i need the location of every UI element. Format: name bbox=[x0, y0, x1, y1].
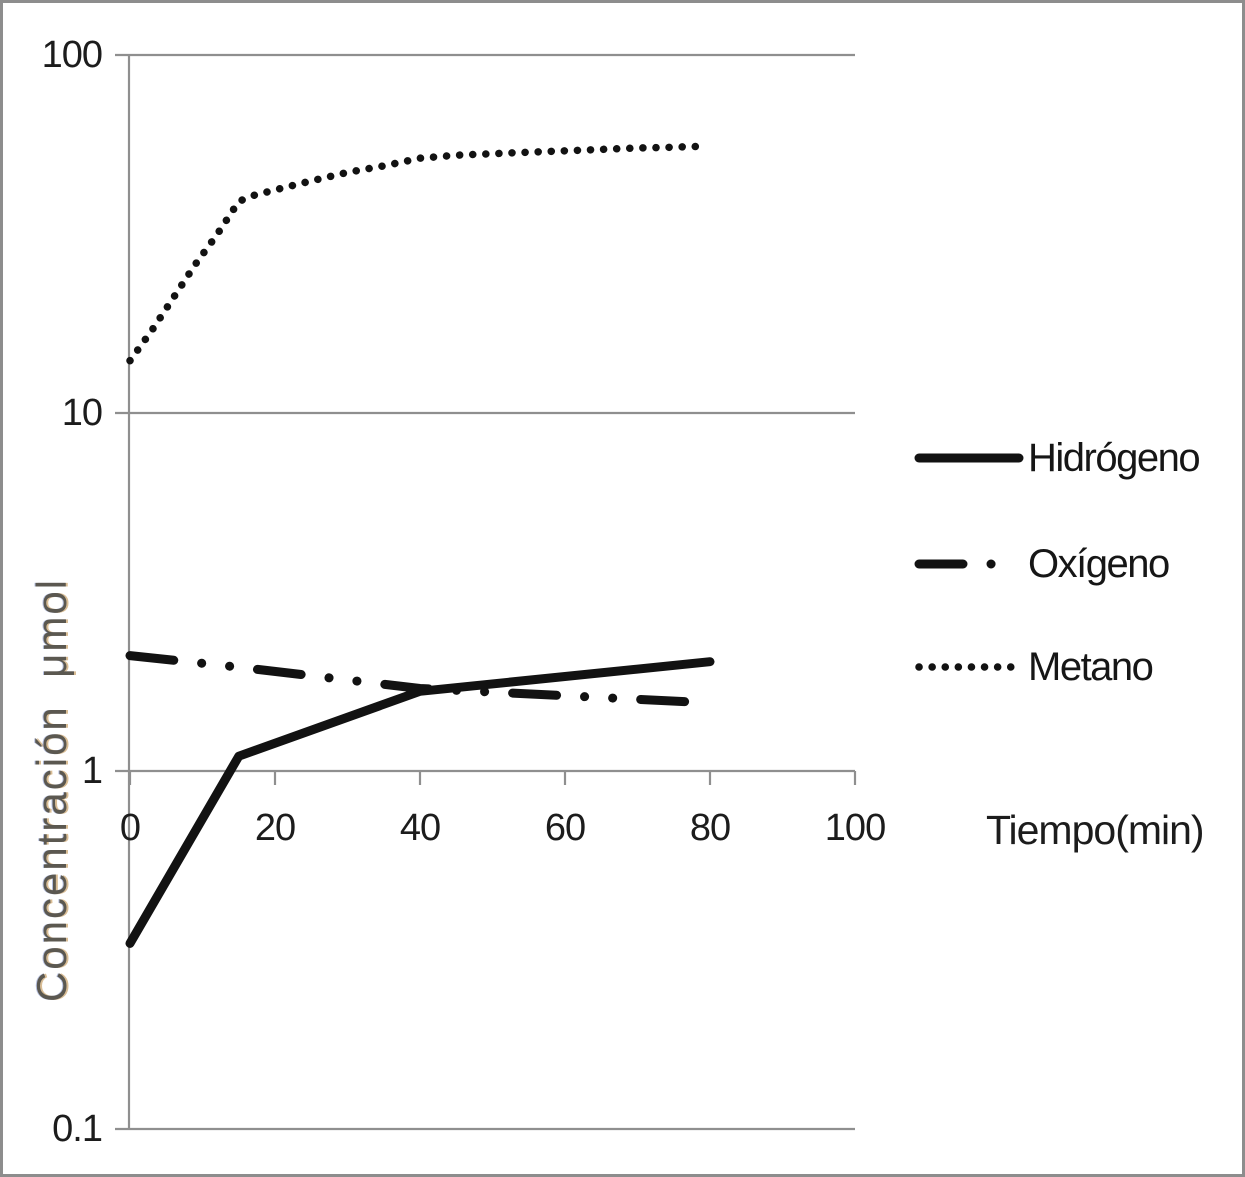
y-tick-label-1: 1 bbox=[81, 750, 103, 792]
x-tick-label-100: 100 bbox=[824, 807, 886, 849]
legend-label-metano: Metano bbox=[1028, 645, 1154, 689]
y-tick-label-10: 10 bbox=[61, 392, 103, 434]
x-axis-title: Tiempo(min) bbox=[986, 807, 1205, 853]
series-line-metano bbox=[126, 142, 700, 365]
legend-label-oxígeno: Oxígeno bbox=[1028, 542, 1170, 586]
x-tick-label-60: 60 bbox=[544, 807, 586, 849]
x-tick-label-80: 80 bbox=[689, 807, 731, 849]
y-tick-label-100: 100 bbox=[41, 34, 103, 76]
x-tick-label-20: 20 bbox=[254, 807, 296, 849]
chart-svg bbox=[115, 53, 1024, 1131]
series-line-hidrógeno bbox=[125, 657, 715, 948]
legend-label-hidrógeno: Hidrógeno bbox=[1028, 436, 1201, 480]
series-line-oxígeno bbox=[125, 651, 715, 708]
x-tick-label-0: 0 bbox=[119, 807, 141, 849]
x-tick-label-40: 40 bbox=[399, 807, 441, 849]
y-tick-label-0.1: 0.1 bbox=[52, 1108, 103, 1150]
